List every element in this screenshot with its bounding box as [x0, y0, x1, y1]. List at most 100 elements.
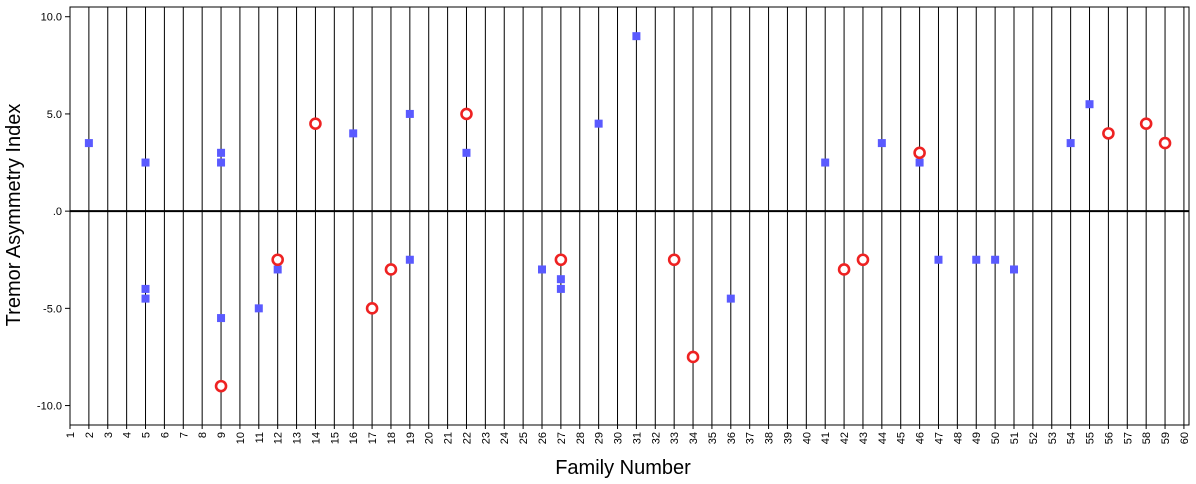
y-axis-title: Tremor Asymmetry Index — [3, 104, 25, 327]
data-point-square — [273, 265, 282, 274]
x-tick-label: 16 — [348, 432, 360, 444]
axes: 1 2 3 4 5 6 7 8 9 10 11 12 13 14 15 16 17 18 19 20 21 22 23 24 2… — [37, 6, 1191, 444]
x-tick-label: 13 — [292, 432, 304, 444]
data-point-square — [141, 284, 150, 293]
data-point-square — [1085, 100, 1094, 109]
data-point-square — [405, 255, 414, 264]
x-tick-label: 40 — [801, 432, 813, 444]
data-point-square — [915, 158, 924, 167]
data-marks — [84, 32, 1172, 393]
data-point-circle — [686, 350, 700, 364]
data-point-square — [1010, 265, 1018, 274]
x-tick-label: 27 — [556, 432, 568, 444]
x-tick-label: 8 — [197, 432, 209, 438]
data-point-circle — [309, 117, 322, 130]
data-point-square — [141, 294, 150, 303]
data-point-circle — [365, 302, 379, 315]
data-point-square — [84, 139, 93, 148]
y-tick-label: 10.0 — [41, 12, 62, 24]
x-tick-label: 10 — [235, 432, 247, 444]
data-point-square — [217, 314, 226, 323]
data-point-circle — [856, 253, 870, 267]
x-tick-label: 44 — [877, 432, 889, 444]
x-tick-label: 12 — [273, 432, 285, 444]
x-tick-label: 2 — [84, 432, 96, 438]
data-point-square — [405, 109, 414, 118]
data-point-square — [254, 304, 263, 313]
x-tick-label: 48 — [952, 432, 964, 444]
data-point-square — [934, 255, 943, 264]
data-point-circle — [214, 379, 228, 393]
x-tick-label: 47 — [933, 432, 945, 444]
x-tick-label: 3 — [103, 432, 115, 438]
x-tick-label: 52 — [1028, 432, 1040, 444]
data-point-circle — [271, 253, 284, 267]
x-tick-label: 15 — [329, 432, 341, 444]
x-tick-label: 59 — [1160, 432, 1172, 444]
x-tick-label: 4 — [122, 432, 134, 438]
x-tick-label: 17 — [367, 432, 379, 444]
data-point-square — [217, 148, 226, 157]
data-point-circle — [554, 253, 568, 267]
data-point-square — [556, 284, 565, 293]
x-tick-label: 37 — [745, 432, 757, 444]
x-tick-label: 43 — [858, 432, 870, 444]
data-point-circle — [1102, 127, 1115, 140]
data-point-square — [821, 158, 830, 167]
x-tick-label: 33 — [669, 432, 681, 444]
x-tick-label: 45 — [896, 432, 908, 444]
x-tick-label: 54 — [1066, 432, 1078, 444]
data-point-square — [556, 275, 565, 284]
data-point-square — [877, 139, 886, 148]
x-tick-label: 35 — [707, 432, 719, 444]
x-tick-label: 57 — [1122, 432, 1134, 444]
x-tick-label: 28 — [575, 432, 587, 444]
x-tick-label: 41 — [820, 432, 832, 444]
x-tick-label: 1 — [65, 432, 77, 438]
data-point-square — [538, 265, 546, 274]
data-point-circle — [460, 107, 473, 121]
x-tick-label: 60 — [1179, 432, 1191, 444]
x-tick-label: 14 — [310, 432, 322, 444]
x-tick-label: 46 — [915, 432, 927, 444]
data-point-square — [632, 32, 641, 41]
data-point-square — [462, 148, 471, 157]
data-point-square — [217, 158, 226, 167]
data-point-square — [594, 119, 603, 128]
x-tick-label: 42 — [839, 432, 851, 444]
x-tick-label: 34 — [688, 432, 700, 444]
data-point-square — [1066, 139, 1075, 148]
plot-frame — [69, 6, 1190, 426]
x-tick-label: 53 — [1047, 432, 1059, 444]
x-tick-label: 39 — [782, 432, 794, 444]
x-tick-label: 51 — [1009, 432, 1021, 444]
x-tick-label: 25 — [518, 432, 530, 444]
data-point-square — [726, 294, 735, 303]
x-tick-label: 20 — [424, 432, 436, 444]
x-tick-label: 31 — [631, 432, 643, 444]
y-tick-label: -5.0 — [43, 303, 62, 315]
x-tick-label: 11 — [254, 432, 266, 443]
x-axis-title: Family Number — [555, 457, 691, 479]
x-tick-label: 29 — [594, 432, 606, 444]
x-tick-label: 18 — [386, 432, 398, 444]
grid-lines — [88, 7, 1185, 425]
data-point-circle — [384, 263, 398, 276]
data-point-square — [349, 129, 358, 138]
x-tick-label: 24 — [499, 432, 511, 444]
x-tick-label: 5 — [141, 432, 153, 438]
data-point-square — [141, 158, 150, 167]
x-tick-label: 19 — [405, 432, 417, 444]
data-point-circle — [837, 263, 851, 276]
data-point-circle — [1139, 117, 1153, 130]
x-tick-label: 22 — [461, 432, 473, 444]
data-point-square — [972, 255, 981, 264]
data-point-circle — [667, 253, 681, 267]
x-tick-label: 26 — [537, 432, 549, 444]
x-tick-label: 56 — [1103, 432, 1115, 444]
x-tick-label: 30 — [613, 432, 625, 444]
x-tick-label: 21 — [443, 432, 455, 444]
x-tick-label: 50 — [990, 432, 1002, 444]
data-point-circle — [1158, 136, 1172, 150]
